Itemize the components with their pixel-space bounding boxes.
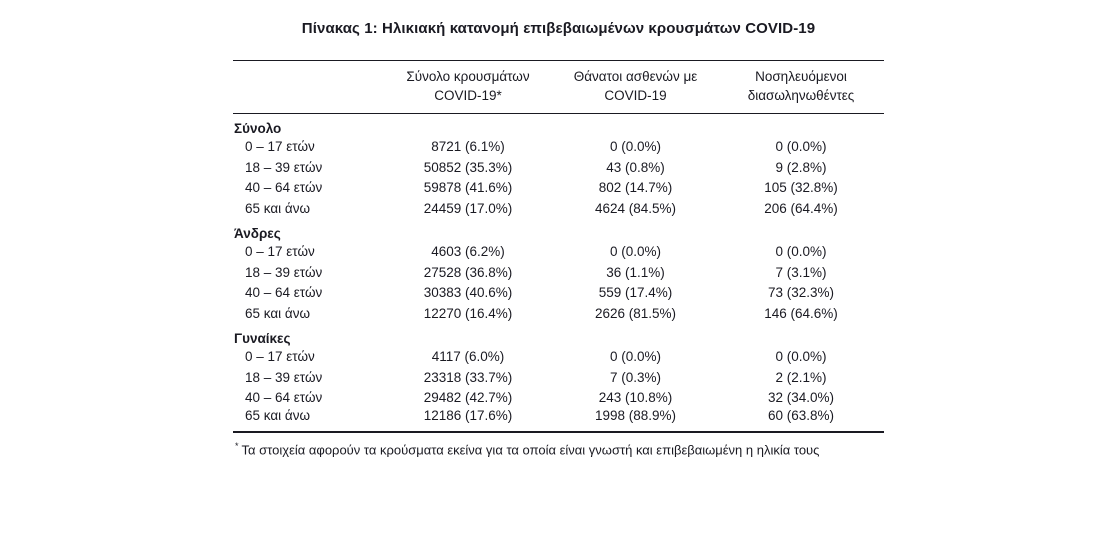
table-row: 0 – 17 ετών 8721 (6.1%) 0 (0.0%) 0 (0.0%… bbox=[233, 137, 884, 158]
section-header-men: Άνδρες bbox=[233, 219, 884, 242]
cases-value: 50852 (35.3%) bbox=[423, 159, 513, 175]
cases-value: 59878 (41.6%) bbox=[423, 180, 513, 196]
cases-value: 29482 (42.7%) bbox=[423, 390, 513, 406]
age-group-label: 0 – 17 ετών bbox=[245, 244, 315, 260]
intubated-value: 105 (32.8%) bbox=[764, 180, 838, 196]
age-group-label: 65 και άνω bbox=[245, 200, 311, 216]
age-group-label: 0 – 17 ετών bbox=[245, 349, 315, 365]
table-footnote: * Τα στοιχεία αφορούν τα κρούσματα εκείνα… bbox=[233, 438, 884, 458]
age-group-label: 65 και άνω bbox=[245, 305, 311, 321]
column-header-intubated-line2: διασωληνωθέντες bbox=[747, 88, 855, 103]
deaths-value: 0 (0.0%) bbox=[609, 244, 662, 260]
section-header-women: Γυναίκες bbox=[233, 324, 884, 347]
column-header-deaths: Θάνατοι ασθενών με COVID-19 bbox=[553, 60, 718, 114]
deaths-value: 4624 (84.5%) bbox=[594, 200, 677, 216]
cases-value: 24459 (17.0%) bbox=[423, 200, 513, 216]
section-header-total: Σύνολο bbox=[233, 114, 884, 137]
age-group-label: 40 – 64 ετών bbox=[245, 180, 323, 196]
table-row: 18 – 39 ετών 27528 (36.8%) 36 (1.1%) 7 (… bbox=[233, 262, 884, 283]
intubated-value: 9 (2.8%) bbox=[775, 159, 827, 175]
deaths-value: 43 (0.8%) bbox=[606, 159, 665, 175]
age-group-label: 40 – 64 ετών bbox=[245, 390, 323, 406]
column-header-cases: Σύνολο κρουσμάτων COVID-19* bbox=[383, 60, 553, 114]
table-row: 40 – 64 ετών 29482 (42.7%) 243 (10.8%) 3… bbox=[233, 388, 884, 409]
intubated-value: 206 (64.4%) bbox=[764, 200, 838, 216]
table-row: 65 και άνω 12270 (16.4%) 2626 (81.5%) 14… bbox=[233, 303, 884, 324]
cases-value: 8721 (6.1%) bbox=[431, 139, 505, 155]
cases-value: 23318 (33.7%) bbox=[423, 369, 513, 385]
column-header-deaths-line2: COVID-19 bbox=[604, 88, 667, 103]
table-header: Σύνολο κρουσμάτων COVID-19* Θάνατοι ασθε… bbox=[233, 60, 884, 114]
cases-value: 27528 (36.8%) bbox=[423, 264, 513, 280]
data-table: Σύνολο κρουσμάτων COVID-19* Θάνατοι ασθε… bbox=[233, 60, 884, 433]
intubated-value: 7 (3.1%) bbox=[775, 264, 827, 280]
section-label: Άνδρες bbox=[234, 225, 281, 241]
column-header-cases-line2: COVID-19* bbox=[434, 88, 502, 103]
table-row: 0 – 17 ετών 4603 (6.2%) 0 (0.0%) 0 (0.0%… bbox=[233, 242, 884, 263]
cases-value: 12186 (17.6%) bbox=[423, 408, 513, 423]
deaths-value: 7 (0.3%) bbox=[609, 369, 662, 385]
deaths-value: 0 (0.0%) bbox=[609, 349, 662, 365]
column-header-intubated: Νοσηλευόμενοι διασωληνωθέντες bbox=[718, 60, 884, 114]
deaths-value: 559 (17.4%) bbox=[598, 285, 673, 301]
table-title: Πίνακας 1: Ηλικιακή κατανομή επιβεβαιωμέ… bbox=[301, 20, 816, 37]
column-header-cases-line1: Σύνολο κρουσμάτων bbox=[406, 69, 530, 84]
intubated-value: 0 (0.0%) bbox=[775, 349, 827, 365]
age-group-label: 40 – 64 ετών bbox=[245, 285, 323, 301]
age-group-label: 0 – 17 ετών bbox=[245, 139, 315, 155]
intubated-value: 0 (0.0%) bbox=[775, 139, 827, 155]
cases-value: 4603 (6.2%) bbox=[431, 244, 505, 260]
cases-value: 4117 (6.0%) bbox=[431, 349, 505, 365]
cases-value: 30383 (40.6%) bbox=[423, 285, 513, 301]
cases-value: 12270 (16.4%) bbox=[423, 305, 513, 321]
intubated-value: 2 (2.1%) bbox=[775, 369, 827, 385]
section-men: Άνδρες 0 – 17 ετών 4603 (6.2%) 0 (0.0%) … bbox=[233, 219, 884, 324]
covid-age-distribution-table: Πίνακας 1: Ηλικιακή κατανομή επιβεβαιωμέ… bbox=[233, 19, 884, 458]
header-empty-cell bbox=[233, 60, 383, 114]
table-row: 18 – 39 ετών 23318 (33.7%) 7 (0.3%) 2 (2… bbox=[233, 367, 884, 388]
section-label: Σύνολο bbox=[234, 120, 282, 136]
column-header-deaths-line1: Θάνατοι ασθενών με bbox=[573, 69, 698, 84]
section-total: Σύνολο 0 – 17 ετών 8721 (6.1%) 0 (0.0%) … bbox=[233, 114, 884, 219]
section-label: Γυναίκες bbox=[234, 330, 291, 346]
footnote-text: Τα στοιχεία αφορούν τα κρούσματα εκείνα … bbox=[241, 442, 820, 458]
intubated-value: 32 (34.0%) bbox=[767, 390, 835, 406]
deaths-value: 2626 (81.5%) bbox=[594, 305, 677, 321]
table-row: 0 – 17 ετών 4117 (6.0%) 0 (0.0%) 0 (0.0%… bbox=[233, 347, 884, 368]
intubated-value: 146 (64.6%) bbox=[764, 305, 838, 321]
table-row: 65 και άνω 12186 (17.6%) 1998 (88.9%) 60… bbox=[233, 408, 884, 432]
footnote-asterisk: * bbox=[235, 441, 239, 451]
intubated-value: 0 (0.0%) bbox=[775, 244, 827, 260]
table-row: 65 και άνω 24459 (17.0%) 4624 (84.5%) 20… bbox=[233, 198, 884, 219]
deaths-value: 243 (10.8%) bbox=[598, 390, 673, 406]
deaths-value: 0 (0.0%) bbox=[609, 139, 662, 155]
deaths-value: 36 (1.1%) bbox=[606, 264, 665, 280]
age-group-label: 65 και άνω bbox=[245, 408, 311, 423]
table-row: 40 – 64 ετών 59878 (41.6%) 802 (14.7%) 1… bbox=[233, 178, 884, 199]
section-women: Γυναίκες 0 – 17 ετών 4117 (6.0%) 0 (0.0%… bbox=[233, 324, 884, 433]
age-group-label: 18 – 39 ετών bbox=[245, 159, 323, 175]
intubated-value: 73 (32.3%) bbox=[767, 285, 835, 301]
column-header-intubated-line1: Νοσηλευόμενοι bbox=[755, 69, 847, 84]
age-group-label: 18 – 39 ετών bbox=[245, 264, 323, 280]
table-row: 40 – 64 ετών 30383 (40.6%) 559 (17.4%) 7… bbox=[233, 283, 884, 304]
deaths-value: 1998 (88.9%) bbox=[594, 408, 677, 423]
deaths-value: 802 (14.7%) bbox=[598, 180, 673, 196]
table-row: 18 – 39 ετών 50852 (35.3%) 43 (0.8%) 9 (… bbox=[233, 157, 884, 178]
intubated-value: 60 (63.8%) bbox=[767, 408, 835, 423]
age-group-label: 18 – 39 ετών bbox=[245, 369, 323, 385]
